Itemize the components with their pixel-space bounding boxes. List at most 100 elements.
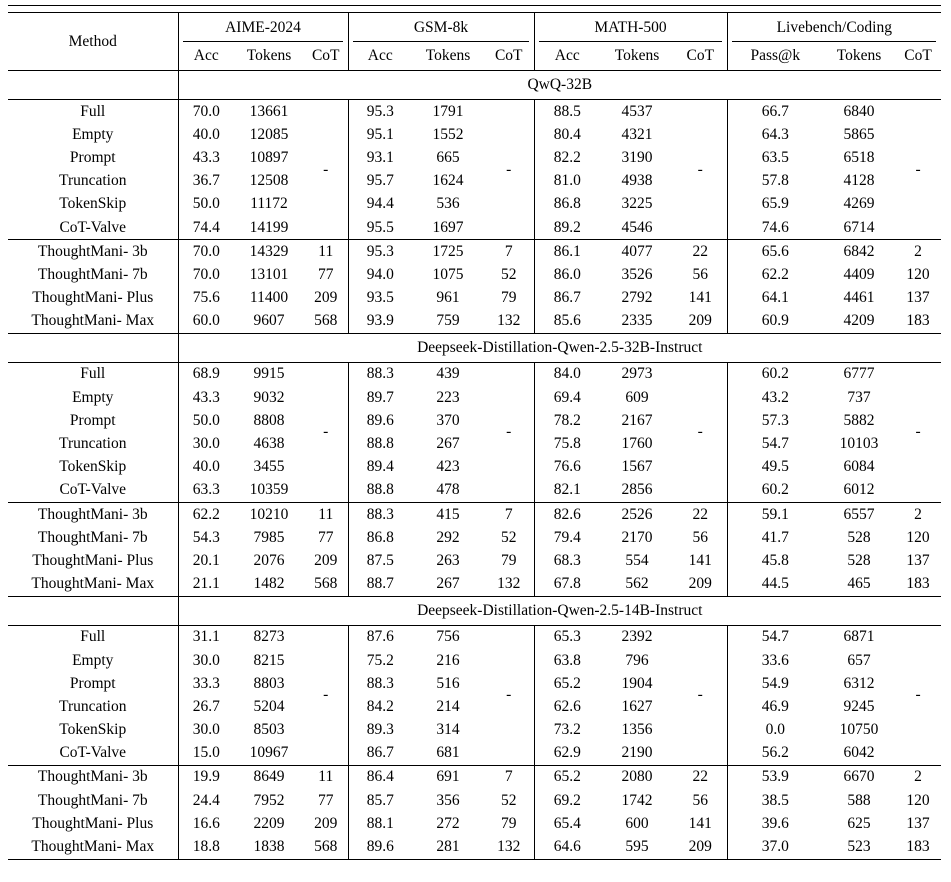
method-label: ThoughtMani- 7b: [37, 265, 148, 283]
tokens-cell: 4537: [621, 102, 653, 120]
group-underline: [182, 41, 343, 42]
method-label: TokenSkip: [59, 721, 127, 739]
method-label: ThoughtMani- 7b: [37, 528, 148, 546]
tokens-cell: 8215: [253, 651, 285, 669]
cot-cell: 183: [895, 572, 942, 597]
col-header-tokens: Tokens: [600, 42, 674, 71]
method-label: ThoughtMani- Max: [8, 309, 178, 334]
tokens-cell: 4638: [253, 435, 285, 453]
acc-cell: 50.0: [177, 192, 234, 216]
tokens-cell: 6557: [843, 505, 875, 523]
tokens-cell: 961: [436, 289, 460, 307]
acc-cell: 65.2: [533, 765, 600, 790]
cot-cell: 22: [692, 242, 709, 260]
tokens-cell: 14329: [249, 242, 289, 260]
acc-cell: 66.7: [726, 99, 824, 124]
acc-cell: 86.7: [533, 286, 600, 310]
cot-cell: 77: [318, 265, 334, 283]
tokens-cell: 8503: [253, 721, 285, 739]
cot-cell: 120: [906, 791, 930, 809]
acc-cell: 0.0: [726, 718, 824, 742]
method-label: ThoughtMani- Max: [8, 835, 178, 860]
cot-cell: 209: [674, 835, 728, 860]
acc-cell: 15.0: [177, 741, 234, 766]
acc-cell: 53.9: [726, 765, 824, 790]
acc-cell: 19.9: [177, 765, 234, 790]
method-label: TokenSkip: [59, 195, 127, 213]
tokens-cell: 5204: [253, 697, 285, 715]
sub-header-row: Acc Tokens CoT Acc Tokens CoT Acc Tokens…: [8, 42, 942, 71]
tokens-cell: 4209: [823, 309, 896, 334]
tokens-cell: 12085: [249, 125, 289, 143]
acc-cell: 93.1: [347, 146, 412, 170]
method-label: Empty: [72, 388, 114, 406]
acc-cell: 60.0: [177, 309, 234, 334]
tokens-cell: 2792: [621, 289, 653, 307]
tokens-cell: 11400: [249, 289, 289, 307]
acc-cell: 69.4: [533, 386, 600, 410]
section-title: Deepseek-Distillation-Qwen-2.5-32B-Instr…: [177, 333, 942, 363]
tokens-cell: 13101: [249, 265, 289, 283]
acc-cell: 84.0: [533, 362, 600, 387]
cot-cell: 120: [906, 265, 930, 283]
tokens-cell: 9032: [253, 388, 285, 406]
acc-cell: 86.4: [347, 765, 412, 790]
acc-cell: 37.0: [726, 835, 824, 860]
cot-cell: 132: [484, 835, 534, 860]
col-header-cot: CoT: [674, 42, 728, 71]
acc-cell: 40.0: [177, 455, 234, 479]
tokens-cell: 9915: [253, 365, 285, 383]
table-row: TokenSkip 40.0 3455 89.4 423 76.6 1567 49.5 6084: [8, 455, 941, 479]
paper-page: Method AIME-2024 GSM-8k MATH-500 Liveben…: [8, 5, 942, 860]
cot-cell: 132: [484, 572, 534, 597]
acc-cell: 88.1: [347, 812, 412, 836]
cot-cell: 22: [692, 768, 709, 786]
tokens-cell: 6042: [823, 741, 896, 766]
acc-cell: 36.7: [177, 169, 234, 193]
tokens-cell: 1725: [432, 242, 464, 260]
cot-cell: 137: [906, 814, 930, 832]
tokens-cell: 5865: [843, 125, 875, 143]
acc-cell: 88.5: [533, 99, 600, 124]
cot-dash-cell: -: [895, 362, 942, 504]
acc-cell: 67.8: [533, 572, 600, 597]
tokens-cell: 2076: [253, 551, 285, 569]
method-label: CoT-Valve: [8, 478, 178, 503]
tokens-cell: 10210: [249, 505, 289, 523]
tokens-cell: 2856: [600, 478, 674, 503]
tokens-cell: 1482: [234, 572, 304, 597]
table-row: ThoughtMani- 7b 54.3 7985 77 86.8 292 52 79.4 21…: [8, 526, 941, 550]
acc-cell: 88.3: [347, 362, 412, 387]
method-label: Prompt: [69, 148, 116, 166]
cot-cell: 77: [318, 791, 334, 809]
cot-cell: 11: [318, 505, 334, 523]
group-underline: [538, 41, 722, 42]
tokens-cell: 10750: [839, 721, 879, 739]
tokens-cell: 3455: [253, 458, 285, 476]
tokens-cell: 6670: [843, 768, 875, 786]
cot-dash-cell: -: [484, 625, 534, 766]
table-row: Prompt 33.3 8803 88.3 516 65.2 1904 54.9 6312: [8, 672, 941, 696]
table-row: Prompt 43.3 10897 93.1 665 82.2 3190 63.5 6518: [8, 146, 941, 170]
acc-cell: 68.3: [533, 549, 600, 573]
tokens-cell: 14199: [234, 215, 304, 241]
tokens-cell: 554: [625, 551, 649, 569]
tokens-cell: 9245: [843, 697, 875, 715]
acc-cell: 65.6: [726, 239, 824, 264]
tokens-cell: 356: [436, 791, 460, 809]
method-label: Truncation: [59, 697, 127, 715]
tokens-cell: 4409: [843, 265, 875, 283]
acc-cell: 64.1: [726, 286, 824, 310]
tokens-cell: 759: [412, 309, 484, 334]
tokens-cell: 6084: [843, 458, 875, 476]
cot-cell: 120: [906, 528, 930, 546]
table-row: CoT-Valve 15.0 10967 86.7 681 62.9 2190 56.2 604…: [8, 741, 941, 766]
tokens-cell: 756: [436, 628, 460, 646]
acc-cell: 89.7: [347, 386, 412, 410]
acc-cell: 24.4: [177, 789, 234, 813]
method-label: Empty: [72, 125, 114, 143]
cot-cell: 132: [484, 309, 534, 334]
acc-cell: 81.0: [533, 169, 600, 193]
cot-dash-cell: -: [304, 99, 348, 241]
cot-dash-cell: -: [674, 625, 728, 766]
